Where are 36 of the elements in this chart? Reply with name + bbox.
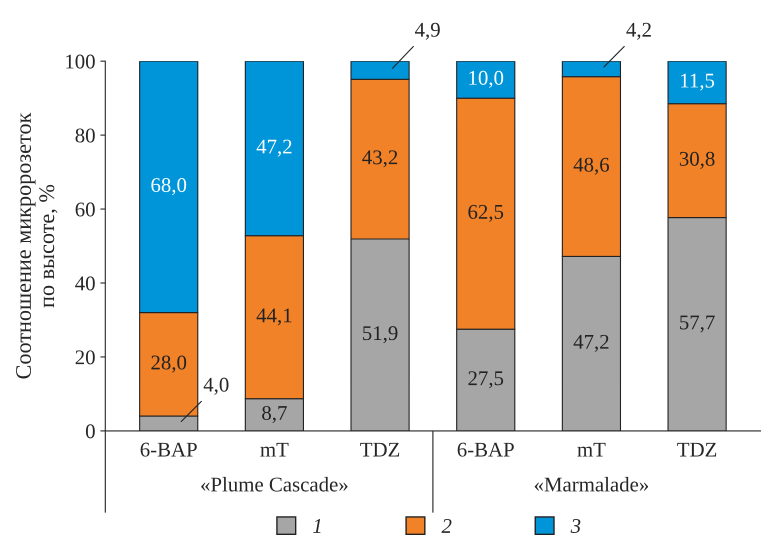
data-label: 47,2 (574, 334, 608, 352)
x-tick-label: 6-BAP (458, 442, 514, 457)
x-tick-label: 6-BAP (140, 442, 197, 457)
data-label: 48,6 (574, 158, 610, 175)
y-tick-label: 60 (76, 202, 95, 216)
legend-label: 1 (313, 519, 321, 533)
data-label: 28,0 (151, 356, 186, 373)
text: «Marmalade» (534, 476, 648, 492)
data-label: 30,8 (680, 152, 715, 169)
data-label: 68,0 (151, 178, 186, 196)
x-tick-label: mT (577, 442, 606, 456)
data-label: 51,9 (363, 326, 398, 344)
data-label: 47,2 (256, 140, 292, 157)
data-label: 57,7 (680, 316, 715, 332)
data-label: 8,7 (262, 406, 287, 424)
text: «Plume Cascade» (201, 476, 348, 492)
data-label: 4,2 (626, 22, 651, 40)
data-label: 43,2 (362, 150, 398, 168)
y-tick-label: 80 (76, 128, 95, 143)
y-tick-label: 100 (66, 54, 95, 69)
data-label: 27,5 (468, 371, 504, 388)
legend-label: 2 (442, 519, 452, 533)
x-tick-label: TDZ (677, 442, 716, 457)
x-tick-label: mT (260, 442, 289, 456)
data-label: 4,9 (415, 22, 440, 40)
y-tick-label: 0 (86, 424, 95, 438)
y-axis-title: Соотношение микророзеток по высоте, % (16, 112, 58, 379)
data-label: 4,0 (204, 378, 228, 395)
data-label: 10,0 (469, 70, 504, 88)
y-tick-label: 40 (75, 276, 95, 290)
x-tick-label: TDZ (360, 442, 400, 457)
y-tick-label: 20 (76, 350, 95, 364)
data-label: 44,1 (256, 308, 292, 326)
data-label: 11,5 (681, 74, 714, 91)
legend-label: 3 (570, 519, 580, 534)
data-label: 62,5 (468, 204, 504, 222)
